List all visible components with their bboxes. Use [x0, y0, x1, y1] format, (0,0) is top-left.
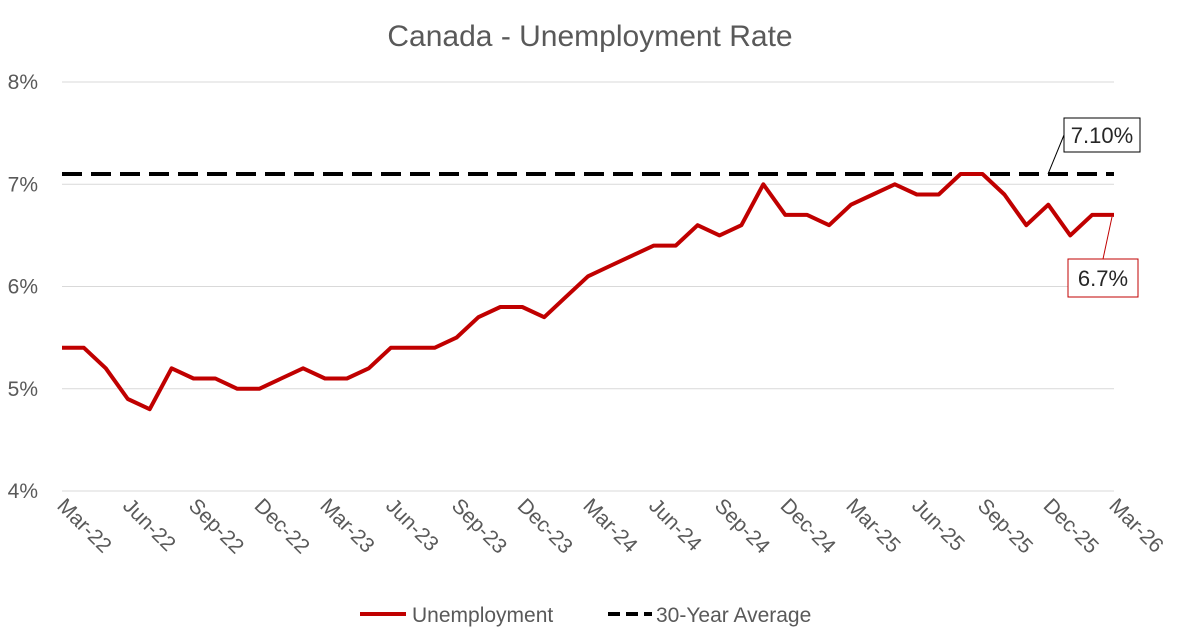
y-axis-ticks: 4% 5% 6% 7% 8% [8, 71, 38, 503]
x-tick-label: Sep-25 [973, 494, 1037, 558]
legend-item-unemployment: Unemployment [360, 604, 553, 627]
legend-item-30-year-average: 30-Year Average [608, 604, 811, 627]
x-tick-label: Mar-26 [1104, 494, 1167, 557]
x-tick-label: Dec-24 [776, 494, 840, 558]
y-tick-label: 6% [8, 276, 38, 299]
svg-text:6.7%: 6.7% [1078, 266, 1128, 291]
x-axis-ticks: Mar-22 Jun-22 Sep-22 Dec-22 Mar-23 Jun-23 Sep-… [52, 494, 1167, 558]
gridlines [62, 81, 1114, 492]
svg-text:30-Year Average: 30-Year Average [656, 604, 811, 627]
data-callouts: 7.10% 6.7% [1047, 117, 1141, 298]
plot-area [62, 172, 1114, 412]
x-tick-label: Sep-22 [184, 494, 248, 558]
y-tick-label: 7% [8, 173, 38, 196]
callout-30-year-average: 7.10% [1047, 117, 1141, 175]
y-tick-label: 5% [8, 378, 38, 401]
x-tick-label: Sep-24 [710, 494, 774, 558]
svg-text:Unemployment: Unemployment [412, 604, 553, 627]
y-tick-label: 4% [8, 480, 38, 503]
x-tick-label: Dec-22 [250, 494, 314, 558]
chart-title: Canada - Unemployment Rate [387, 20, 792, 53]
x-tick-label: Mar-25 [841, 494, 904, 557]
x-tick-label: Jun-23 [381, 494, 443, 556]
x-tick-label: Mar-22 [52, 494, 115, 557]
y-tick-label: 8% [8, 71, 38, 94]
x-tick-label: Jun-24 [644, 494, 706, 556]
x-tick-label: Mar-23 [315, 494, 378, 557]
x-tick-label: Jun-22 [118, 494, 180, 556]
x-tick-label: Sep-23 [447, 494, 511, 558]
x-tick-label: Mar-24 [578, 494, 642, 558]
x-tick-label: Dec-25 [1039, 494, 1103, 558]
x-tick-label: Dec-23 [513, 494, 577, 558]
series-line-unemployment [62, 172, 1114, 412]
svg-text:7.10%: 7.10% [1071, 123, 1133, 148]
legend: Unemployment 30-Year Average [360, 604, 811, 627]
callout-latest-unemployment: 6.7% [1067, 216, 1139, 298]
x-tick-label: Jun-25 [907, 494, 969, 556]
